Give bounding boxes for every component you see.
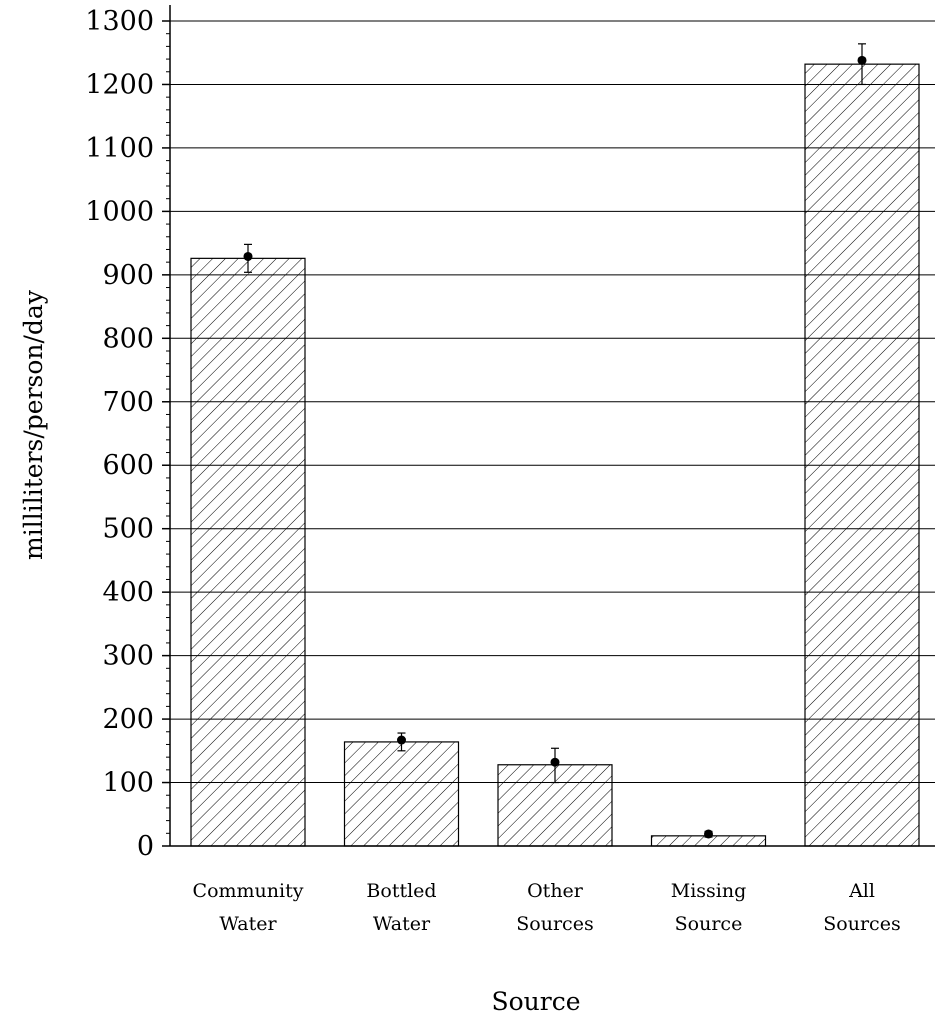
error-bars bbox=[243, 43, 867, 839]
x-category-label: Sources bbox=[823, 913, 900, 935]
y-axis-tick-labels: 0 100 200 300 400 500 600 700 800 900 1000 1100 1200… bbox=[85, 6, 154, 862]
y-tick-label: 800 bbox=[102, 323, 154, 354]
y-tick-label: 600 bbox=[102, 450, 154, 481]
y-tick-label: 0 bbox=[137, 831, 154, 862]
x-category-label: Water bbox=[373, 913, 431, 935]
y-tick-label: 300 bbox=[102, 641, 154, 672]
y-axis-title: milliliters/person/day bbox=[19, 289, 48, 560]
mean-point bbox=[704, 829, 713, 839]
y-tick-label: 900 bbox=[102, 260, 154, 291]
x-category-label: Source bbox=[675, 913, 743, 935]
x-axis-title: Source bbox=[491, 987, 580, 1016]
bar-4 bbox=[804, 63, 920, 847]
x-category-label: Sources bbox=[516, 913, 593, 935]
y-tick-label: 100 bbox=[102, 768, 154, 799]
bar-1 bbox=[343, 741, 460, 847]
x-category-label: Water bbox=[219, 913, 277, 935]
x-axis-category-labels: Community Water Bottled Water Other Sources Mi… bbox=[193, 880, 901, 935]
y-tick-label: 1000 bbox=[85, 196, 154, 227]
y-tick-label: 200 bbox=[102, 704, 154, 735]
x-category-label: Other bbox=[527, 880, 584, 902]
mean-point bbox=[243, 251, 253, 261]
axes bbox=[169, 5, 935, 847]
y-tick-label: 1100 bbox=[85, 133, 154, 164]
bars bbox=[190, 63, 920, 847]
mean-point bbox=[857, 55, 867, 65]
y-tick-label: 400 bbox=[102, 577, 154, 608]
x-category-label: Community bbox=[193, 880, 304, 902]
y-tick-label: 1200 bbox=[85, 69, 154, 100]
x-category-label: Missing bbox=[671, 880, 747, 902]
x-category-label: Bottled bbox=[366, 880, 436, 902]
bar-0 bbox=[190, 257, 306, 847]
y-axis-minor-ticks bbox=[162, 20, 170, 847]
y-tick-label: 700 bbox=[102, 387, 154, 418]
mean-point bbox=[550, 757, 560, 767]
y-tick-label: 1300 bbox=[85, 6, 154, 37]
x-category-label: All bbox=[848, 880, 875, 902]
y-tick-label: 500 bbox=[102, 514, 154, 545]
mean-point bbox=[397, 735, 406, 745]
